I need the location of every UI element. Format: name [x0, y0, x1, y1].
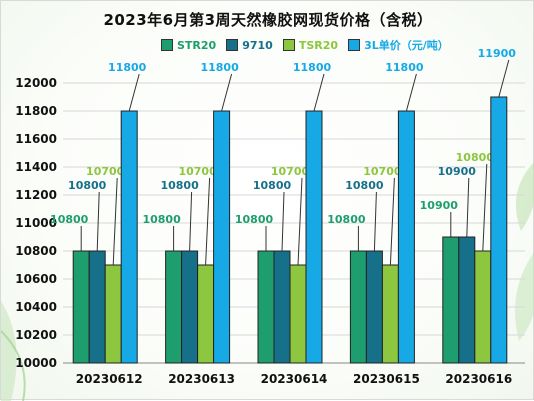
legend-swatch-str20: [161, 39, 173, 51]
data-label: 10900: [420, 199, 459, 212]
data-label-leader: [297, 177, 303, 266]
bar-STR20-20230613: [165, 250, 183, 364]
data-label: 11800: [385, 61, 424, 74]
legend-item-tsr20: TSR20: [282, 38, 339, 52]
y-tick-label: 10200: [15, 328, 57, 342]
data-label: 10800: [327, 213, 366, 226]
data-label-leader: [389, 177, 395, 266]
y-tick-label: 10400: [15, 300, 57, 314]
y-tick-label: 11400: [15, 160, 57, 174]
data-label-leader: [373, 191, 377, 252]
data-label: 10700: [271, 165, 310, 178]
data-label: 11800: [108, 61, 147, 74]
bar-STR20-20230616: [442, 236, 460, 364]
legend-label-3l: 3L单价（元/吨）: [364, 39, 449, 52]
legend-item-3l: 3L单价（元/吨）: [348, 37, 449, 53]
chart-legend: STR20 9710 TSR20 3L单价（元/吨）: [161, 37, 449, 53]
bar-TSR20-20230613: [197, 264, 215, 364]
data-label: 10800: [68, 179, 107, 192]
y-tick-label: 10000: [15, 356, 57, 370]
y-tick-label: 11200: [15, 188, 57, 202]
data-label-leader: [189, 191, 193, 252]
x-tick-label: 20230612: [76, 372, 143, 386]
data-label-leader: [405, 73, 417, 112]
bar-STR20-20230612: [72, 250, 90, 364]
y-tick-label: 12000: [15, 76, 57, 90]
data-label-leader: [112, 177, 118, 266]
y-tick-label: 10600: [15, 272, 57, 286]
legend-item-9710: 9710: [226, 39, 273, 52]
bar-9710-20230613: [181, 250, 199, 364]
y-tick-label: 11600: [15, 132, 57, 146]
bar-9710-20230615: [365, 250, 383, 364]
data-label-leader: [466, 177, 470, 238]
data-label-leader: [498, 59, 510, 98]
bar-9710-20230612: [88, 250, 106, 364]
legend-swatch-tsr20: [282, 39, 295, 51]
legend-label-str20: STR20: [177, 38, 217, 52]
x-tick-label: 20230613: [168, 372, 235, 386]
bar-3L-20230616: [490, 96, 508, 364]
data-label-leader: [221, 73, 233, 112]
data-label: 10700: [86, 165, 125, 178]
data-label: 10800: [50, 213, 89, 226]
data-label: 11900: [478, 47, 517, 60]
y-tick-label: 10800: [15, 244, 57, 258]
legend-swatch-9710: [226, 39, 239, 51]
chart-title: 2023年6月第3周天然橡胶网现货价格（含税）: [103, 11, 433, 29]
data-label-leader: [205, 177, 211, 266]
bar-9710-20230614: [273, 250, 291, 364]
legend-label-9710: 9710: [242, 38, 273, 52]
data-label: 10700: [363, 165, 402, 178]
bar-STR20-20230614: [257, 250, 275, 364]
bar-TSR20-20230615: [381, 264, 399, 364]
data-label-leader: [281, 191, 285, 252]
x-tick-label: 20230615: [353, 372, 420, 386]
data-label: 10800: [160, 179, 199, 192]
data-label: 10800: [456, 151, 495, 164]
bar-TSR20-20230614: [289, 264, 307, 364]
data-label: 10800: [345, 179, 384, 192]
legend-swatch-3l: [348, 39, 361, 51]
data-label: 11800: [293, 61, 332, 74]
bar-9710-20230616: [458, 236, 476, 364]
bar-3L-20230613: [213, 110, 231, 364]
data-label: 10700: [178, 165, 217, 178]
legend-item-str20: STR20: [161, 39, 216, 52]
y-tick-label: 11000: [15, 216, 57, 230]
data-label-leader: [96, 191, 100, 252]
data-label: 10900: [438, 165, 477, 178]
data-label: 10800: [235, 213, 274, 226]
bar-3L-20230615: [397, 110, 415, 364]
x-tick-label: 20230614: [261, 372, 328, 386]
data-label: 10800: [142, 213, 181, 226]
data-label-leader: [313, 73, 325, 112]
data-label: 11800: [200, 61, 239, 74]
bar-3L-20230612: [120, 110, 138, 364]
legend-label-tsr20: TSR20: [298, 38, 339, 52]
data-label-leader: [128, 73, 140, 112]
bar-STR20-20230615: [349, 250, 367, 364]
bar-3L-20230614: [305, 110, 323, 364]
data-label: 10800: [253, 179, 292, 192]
bar-TSR20-20230616: [474, 250, 492, 364]
data-label-leader: [482, 163, 488, 252]
x-tick-label: 20230616: [445, 372, 512, 386]
y-tick-label: 11800: [15, 104, 57, 118]
bar-TSR20-20230612: [104, 264, 122, 364]
